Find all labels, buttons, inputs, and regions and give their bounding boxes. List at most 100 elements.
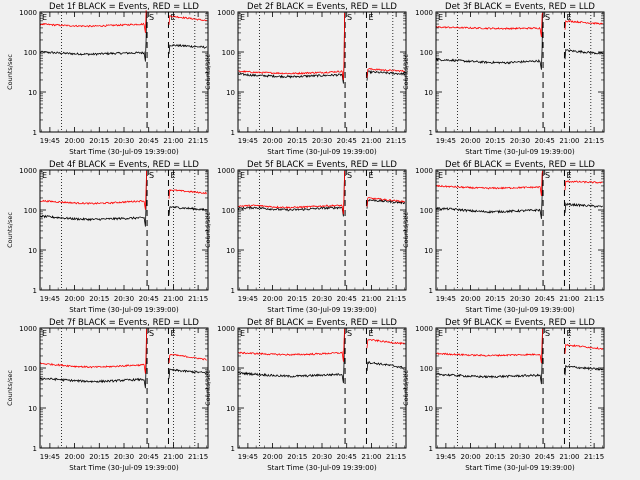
y-tick-label: 1000 (217, 9, 235, 17)
plot-frame (237, 327, 407, 449)
y-tick-label: 1 (33, 287, 37, 295)
events-series-line (237, 328, 345, 384)
events-series-line (366, 69, 406, 81)
y-tick-label: 1000 (19, 9, 37, 17)
events-series-line (435, 170, 543, 219)
x-tick-label: 20:00 (64, 295, 84, 303)
x-tick-label: 20:45 (139, 453, 159, 461)
x-tick-label: 21:00 (361, 453, 381, 461)
x-tick-label: 19:45 (238, 137, 258, 145)
x-tick-label: 20:45 (337, 295, 357, 303)
x-tick-label: 19:45 (436, 453, 456, 461)
y-tick-label: 100 (24, 207, 37, 215)
marker-e: E (566, 13, 571, 22)
detector-panel-2: Det 2f BLACK = Events, RED = LLD Counts/s… (204, 2, 407, 156)
x-tick-label: 20:15 (287, 295, 307, 303)
y-tick-label: 100 (24, 49, 37, 57)
panel-title: Det 7f BLACK = Events, RED = LLD (49, 318, 199, 328)
x-tick-label: 20:30 (312, 453, 332, 461)
marker-e: E (368, 13, 373, 22)
x-tick-label: 19:45 (40, 295, 60, 303)
events-series-line (564, 364, 604, 376)
events-series-line (39, 170, 147, 227)
x-axis-label: Start Time (30-Jul-09 19:39:00) (267, 306, 377, 314)
y-tick-label: 1 (429, 287, 433, 295)
lld-series-line (366, 338, 405, 349)
y-tick-label: 100 (420, 365, 433, 373)
lld-series-line (168, 353, 207, 364)
events-series-line (237, 12, 345, 84)
plot-frame (435, 327, 605, 449)
x-tick-label: 20:45 (535, 137, 555, 145)
y-tick-label: 10 (424, 89, 433, 97)
y-tick-label: 1000 (19, 325, 37, 333)
x-tick-label: 21:00 (559, 137, 579, 145)
panel-title: Det 3f BLACK = Events, RED = LLD (445, 2, 595, 12)
y-tick-label: 10 (226, 89, 235, 97)
y-tick-label: 100 (222, 365, 235, 373)
x-axis-label: Start Time (30-Jul-09 19:39:00) (465, 464, 575, 472)
marker-e: E (566, 171, 571, 180)
x-tick-label: 20:45 (535, 453, 555, 461)
detector-panel-4: Det 4f BLACK = Events, RED = LLD Counts/s… (6, 160, 209, 314)
y-axis-label: Counts/sec (204, 212, 212, 248)
lld-series-line (39, 10, 147, 33)
x-tick-label: 20:45 (139, 137, 159, 145)
x-tick-label: 20:15 (485, 453, 505, 461)
lld-series-line (168, 189, 208, 199)
y-tick-label: 100 (222, 49, 235, 57)
marker-e-start: E (42, 171, 47, 180)
events-series-line (168, 205, 208, 216)
x-tick-label: 20:15 (89, 137, 109, 145)
lld-series-line (237, 170, 345, 215)
x-tick-label: 20:45 (535, 295, 555, 303)
lld-series-line (237, 12, 345, 81)
marker-e: E (170, 329, 175, 338)
x-tick-label: 20:00 (460, 453, 480, 461)
x-tick-label: 20:00 (64, 453, 84, 461)
plot-frame (237, 169, 407, 291)
marker-e: E (170, 13, 175, 22)
x-tick-label: 20:30 (312, 137, 332, 145)
detector-panel-5: Det 5f BLACK = Events, RED = LLD Counts/s… (204, 160, 407, 314)
marker-e-start: E (240, 329, 245, 338)
lld-series-line (237, 328, 345, 362)
detector-panel-8: Det 8f BLACK = Events, RED = LLD Counts/s… (204, 318, 407, 472)
y-tick-label: 1000 (19, 167, 37, 175)
x-tick-label: 20:30 (114, 453, 134, 461)
detector-panel-1: Det 1f BLACK = Events, RED = LLD Counts/s… (6, 2, 209, 156)
marker-s: S (347, 13, 352, 22)
events-series-line (366, 198, 406, 209)
events-series-line (237, 170, 345, 217)
events-series-line (39, 12, 147, 62)
y-tick-label: 10 (28, 405, 37, 413)
y-tick-label: 100 (222, 207, 235, 215)
events-series-line (435, 328, 543, 385)
y-axis-label: Counts/sec (6, 370, 14, 406)
x-tick-label: 21:00 (163, 295, 183, 303)
x-axis-label: Start Time (30-Jul-09 19:39:00) (465, 306, 575, 314)
x-tick-label: 21:15 (386, 453, 406, 461)
x-tick-label: 20:00 (262, 295, 282, 303)
marker-e-start: E (42, 13, 47, 22)
y-tick-label: 1000 (415, 9, 433, 17)
x-tick-label: 20:00 (262, 453, 282, 461)
lld-series-line (564, 343, 604, 354)
plot-frame (435, 169, 605, 291)
x-tick-label: 20:45 (337, 453, 357, 461)
lld-series-line (39, 328, 147, 374)
y-axis-label: Counts/sec (402, 54, 410, 90)
x-tick-label: 21:15 (584, 137, 604, 145)
y-tick-label: 100 (420, 207, 433, 215)
y-tick-label: 100 (24, 365, 37, 373)
x-tick-label: 21:15 (188, 295, 208, 303)
plot-frame (39, 11, 209, 133)
x-tick-label: 21:15 (386, 137, 406, 145)
panel-title: Det 1f BLACK = Events, RED = LLD (49, 2, 199, 12)
x-tick-label: 21:15 (188, 137, 208, 145)
x-tick-label: 20:30 (510, 295, 530, 303)
x-tick-label: 19:45 (238, 295, 258, 303)
y-axis-label: Counts/sec (204, 54, 212, 90)
x-tick-label: 20:30 (510, 137, 530, 145)
